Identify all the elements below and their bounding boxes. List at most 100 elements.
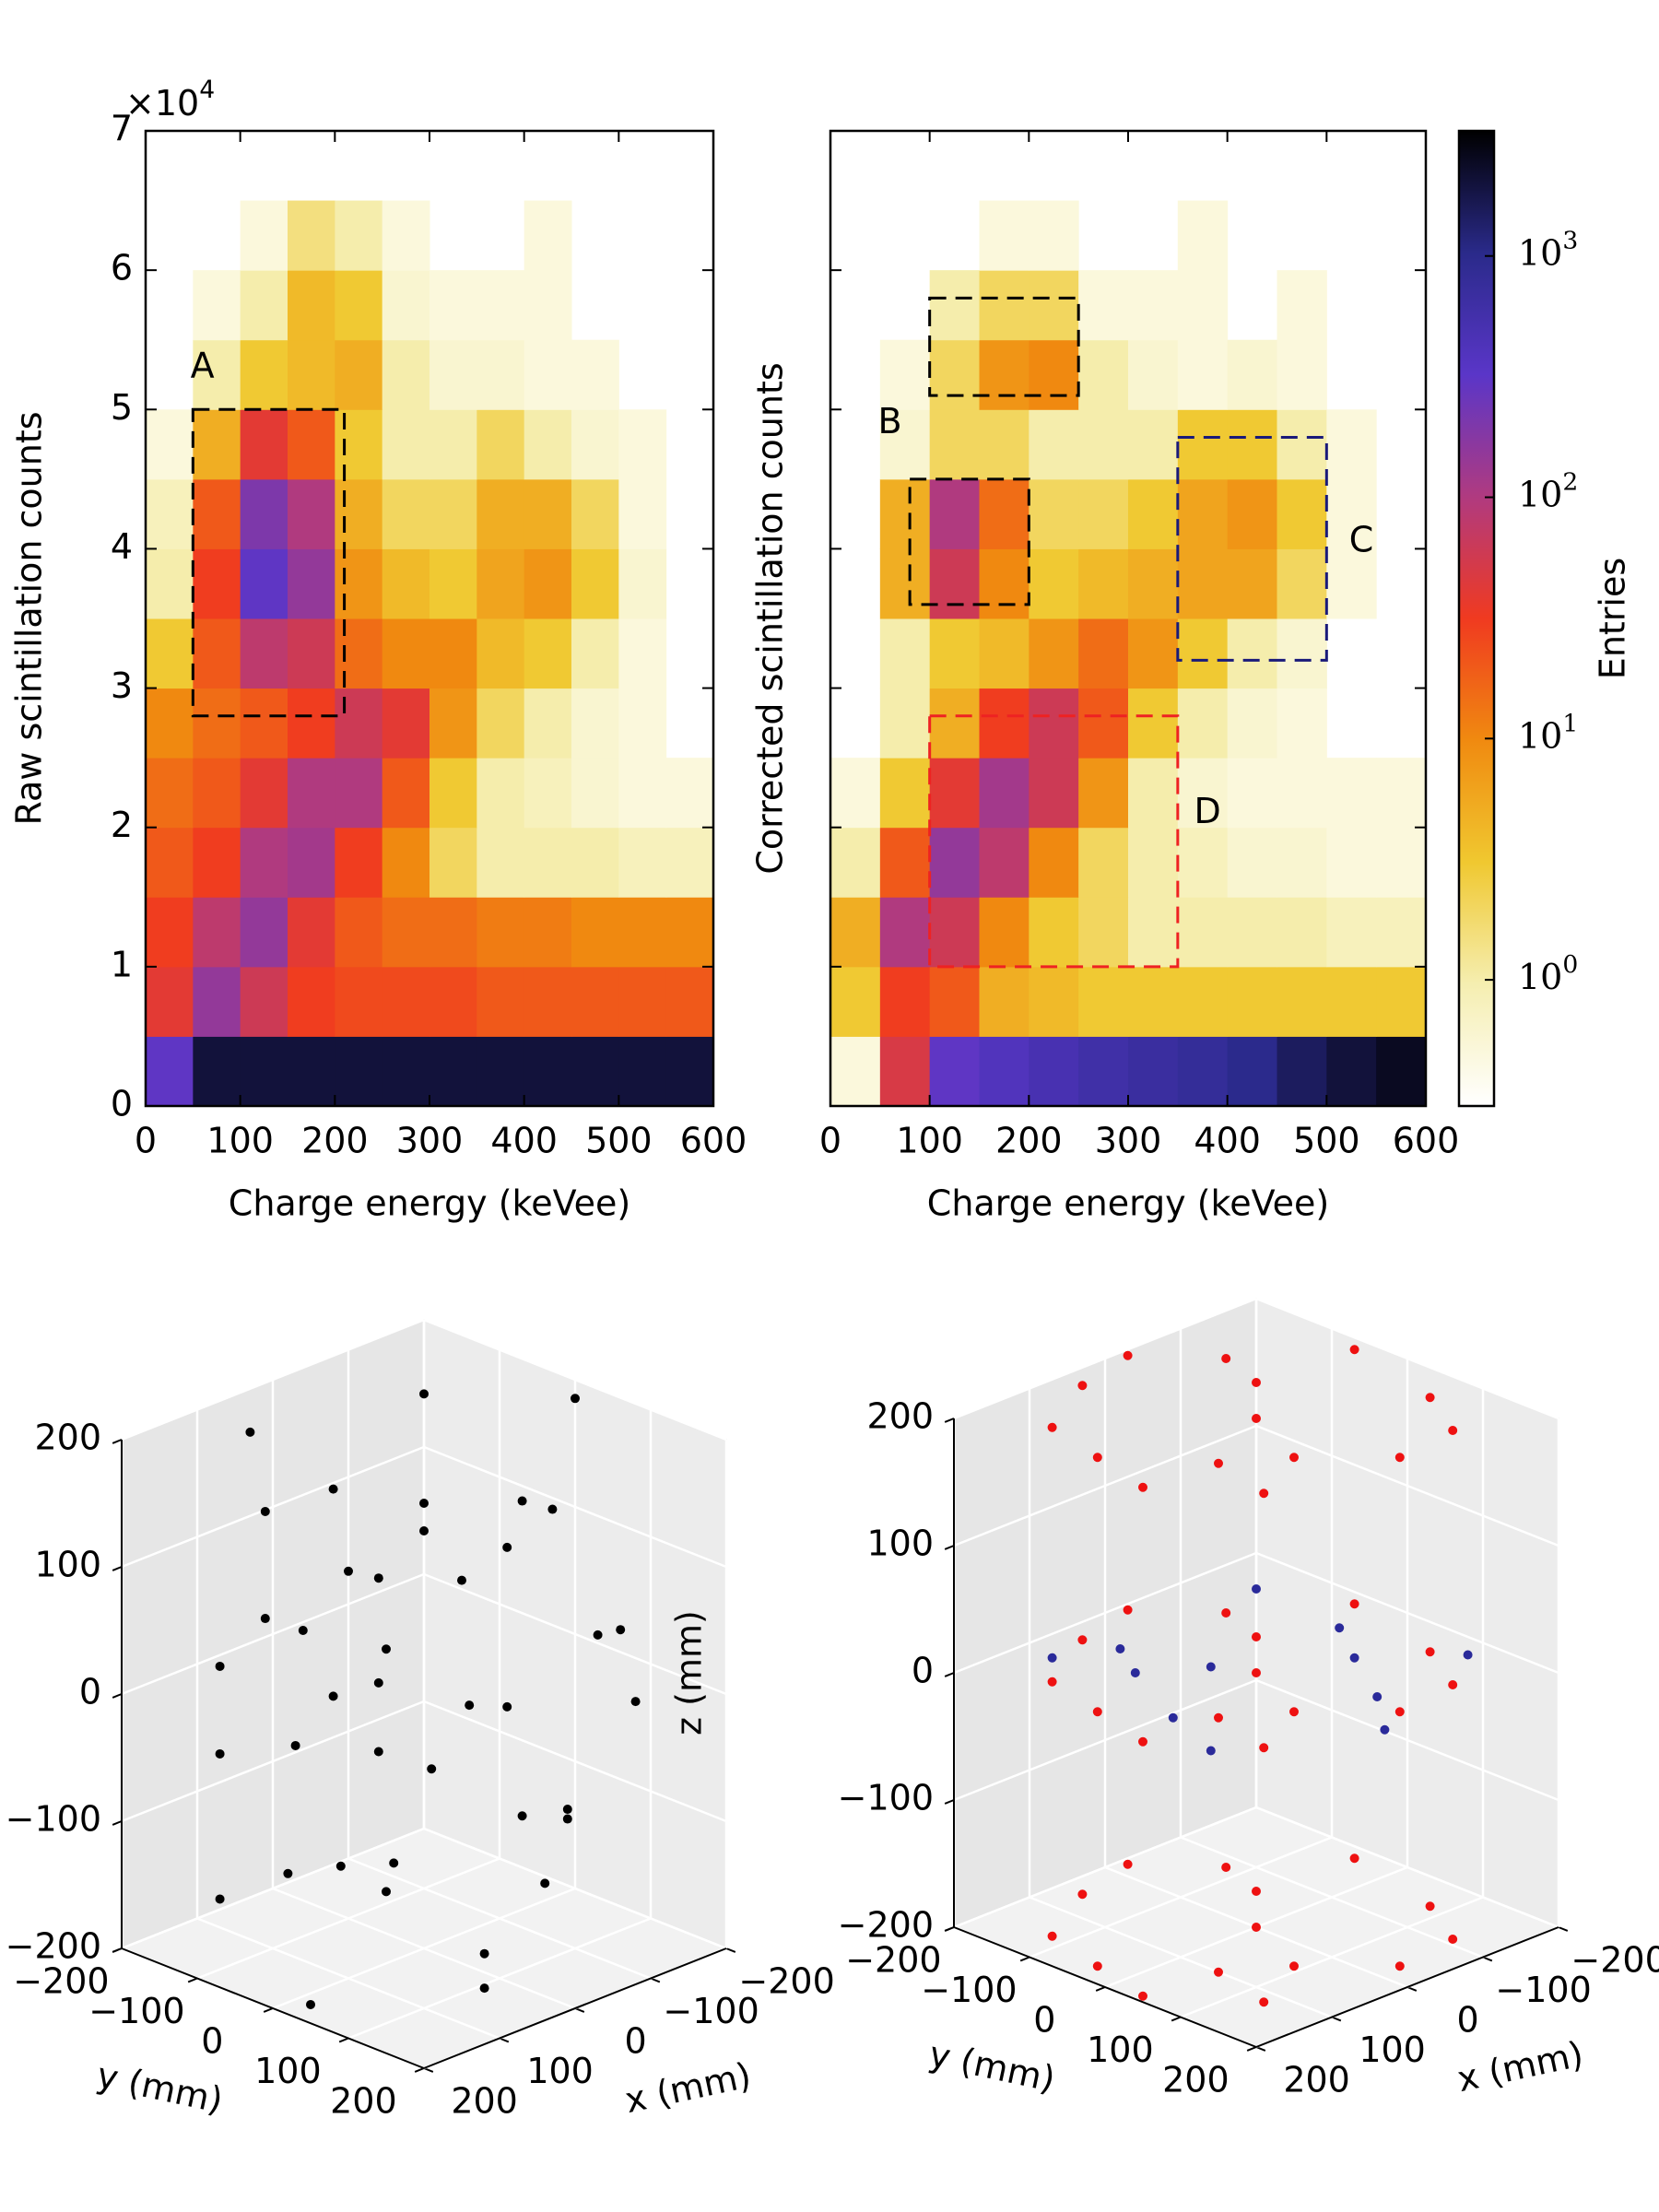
heat-cell	[193, 758, 241, 829]
heat-cell	[1277, 1036, 1327, 1107]
heat-cell	[240, 1036, 288, 1107]
point	[1448, 1935, 1458, 1944]
point	[1077, 1635, 1088, 1645]
heat-cell	[524, 618, 572, 689]
z-tick	[944, 1418, 955, 1423]
grid-line	[423, 1700, 727, 1823]
heat-cell	[524, 339, 572, 410]
y-tick-label: 6	[111, 248, 133, 288]
heat-cell	[524, 200, 572, 271]
x-tick-label: 0	[135, 1121, 157, 1161]
heat-cell	[146, 966, 194, 1037]
heat-cell	[146, 618, 194, 689]
heat-cell	[1029, 548, 1079, 619]
point	[1047, 1653, 1057, 1663]
colorbar-tick-label: 100	[1518, 950, 1578, 997]
point	[479, 1948, 489, 1959]
point	[1130, 1668, 1140, 1677]
heat-cell	[1326, 409, 1377, 480]
y-axis-label: y (mm)	[925, 2033, 1058, 2100]
heat-cell	[524, 270, 572, 341]
y-tick-label: 100	[1087, 2030, 1154, 2070]
axis-line	[121, 1947, 425, 2069]
x-tick-label: 500	[1293, 1121, 1360, 1161]
heat-cell	[240, 478, 288, 549]
z-tick	[944, 1672, 955, 1677]
heat-cell	[429, 409, 477, 480]
grid-line	[423, 1827, 727, 1950]
point	[419, 1389, 429, 1399]
point	[335, 1861, 346, 1871]
heat-cell	[979, 1036, 1030, 1107]
grid-line	[1255, 1551, 1559, 1675]
point	[1115, 1644, 1125, 1653]
point	[616, 1625, 626, 1635]
heat-cell	[477, 827, 525, 898]
heat-cell	[1277, 688, 1327, 759]
point	[1463, 1650, 1473, 1660]
x-tick-label: 200	[451, 2081, 518, 2122]
heat-cell	[382, 897, 430, 968]
point	[260, 1506, 270, 1516]
heat-cell	[429, 897, 477, 968]
axis-line	[953, 1926, 1257, 2048]
point	[457, 1575, 466, 1585]
heat-cell	[879, 966, 931, 1037]
point	[1168, 1712, 1178, 1723]
heat-cell	[477, 897, 525, 968]
heat-cell	[1376, 1036, 1427, 1107]
heat-cell	[618, 966, 667, 1037]
heat-cell	[1029, 688, 1079, 759]
grid-line	[121, 1318, 425, 1441]
axis-line	[423, 1947, 727, 2069]
point	[1349, 1853, 1359, 1864]
heat-cell	[288, 758, 335, 829]
heat-cell	[929, 897, 980, 968]
point	[479, 1983, 489, 1994]
heat-cell	[477, 688, 525, 759]
heat-cell	[618, 758, 667, 829]
heat-cell	[1078, 548, 1129, 619]
heat-cell	[1227, 758, 1277, 829]
point	[245, 1427, 255, 1437]
heat-cell	[929, 966, 980, 1037]
heat-cell	[1376, 966, 1427, 1037]
point	[373, 1677, 383, 1688]
heat-cell	[429, 618, 477, 689]
colorbar	[1457, 129, 1496, 1108]
heat-cell	[193, 409, 241, 480]
heat-cell	[1078, 478, 1129, 549]
heat-cell	[382, 339, 430, 410]
heat-cell	[288, 897, 335, 968]
heat-cell	[1227, 897, 1277, 968]
z-tick-label: 200	[34, 1418, 101, 1458]
y-tick-label: 7	[111, 109, 133, 149]
heat-cell	[929, 688, 980, 759]
point	[1221, 1354, 1231, 1363]
point	[215, 1748, 225, 1759]
heat-cell	[1177, 688, 1229, 759]
heat-cell	[879, 339, 931, 410]
x-tick-label: 500	[585, 1121, 653, 1161]
heat-cell	[929, 339, 980, 410]
colorbar-label: Entries	[1593, 558, 1633, 679]
heat-cell	[524, 478, 572, 549]
heat-cell	[979, 478, 1030, 549]
heat-cell	[1128, 478, 1179, 549]
heat-cell	[1078, 897, 1129, 968]
y-tick-label: 1	[111, 944, 133, 984]
point	[1092, 1707, 1102, 1717]
grid-line	[953, 1551, 1257, 1675]
heat-cell	[1029, 1036, 1079, 1107]
heat-cell	[477, 270, 525, 341]
heat-cell	[830, 897, 881, 968]
heat-cell	[146, 827, 194, 898]
point	[1252, 1584, 1261, 1594]
y-tick	[1019, 1956, 1030, 1962]
heat-cell	[618, 409, 667, 480]
heat-cell	[240, 758, 288, 829]
point	[1077, 1381, 1088, 1391]
point	[502, 1701, 512, 1712]
heat-cell	[571, 966, 619, 1037]
point	[1252, 1378, 1261, 1387]
